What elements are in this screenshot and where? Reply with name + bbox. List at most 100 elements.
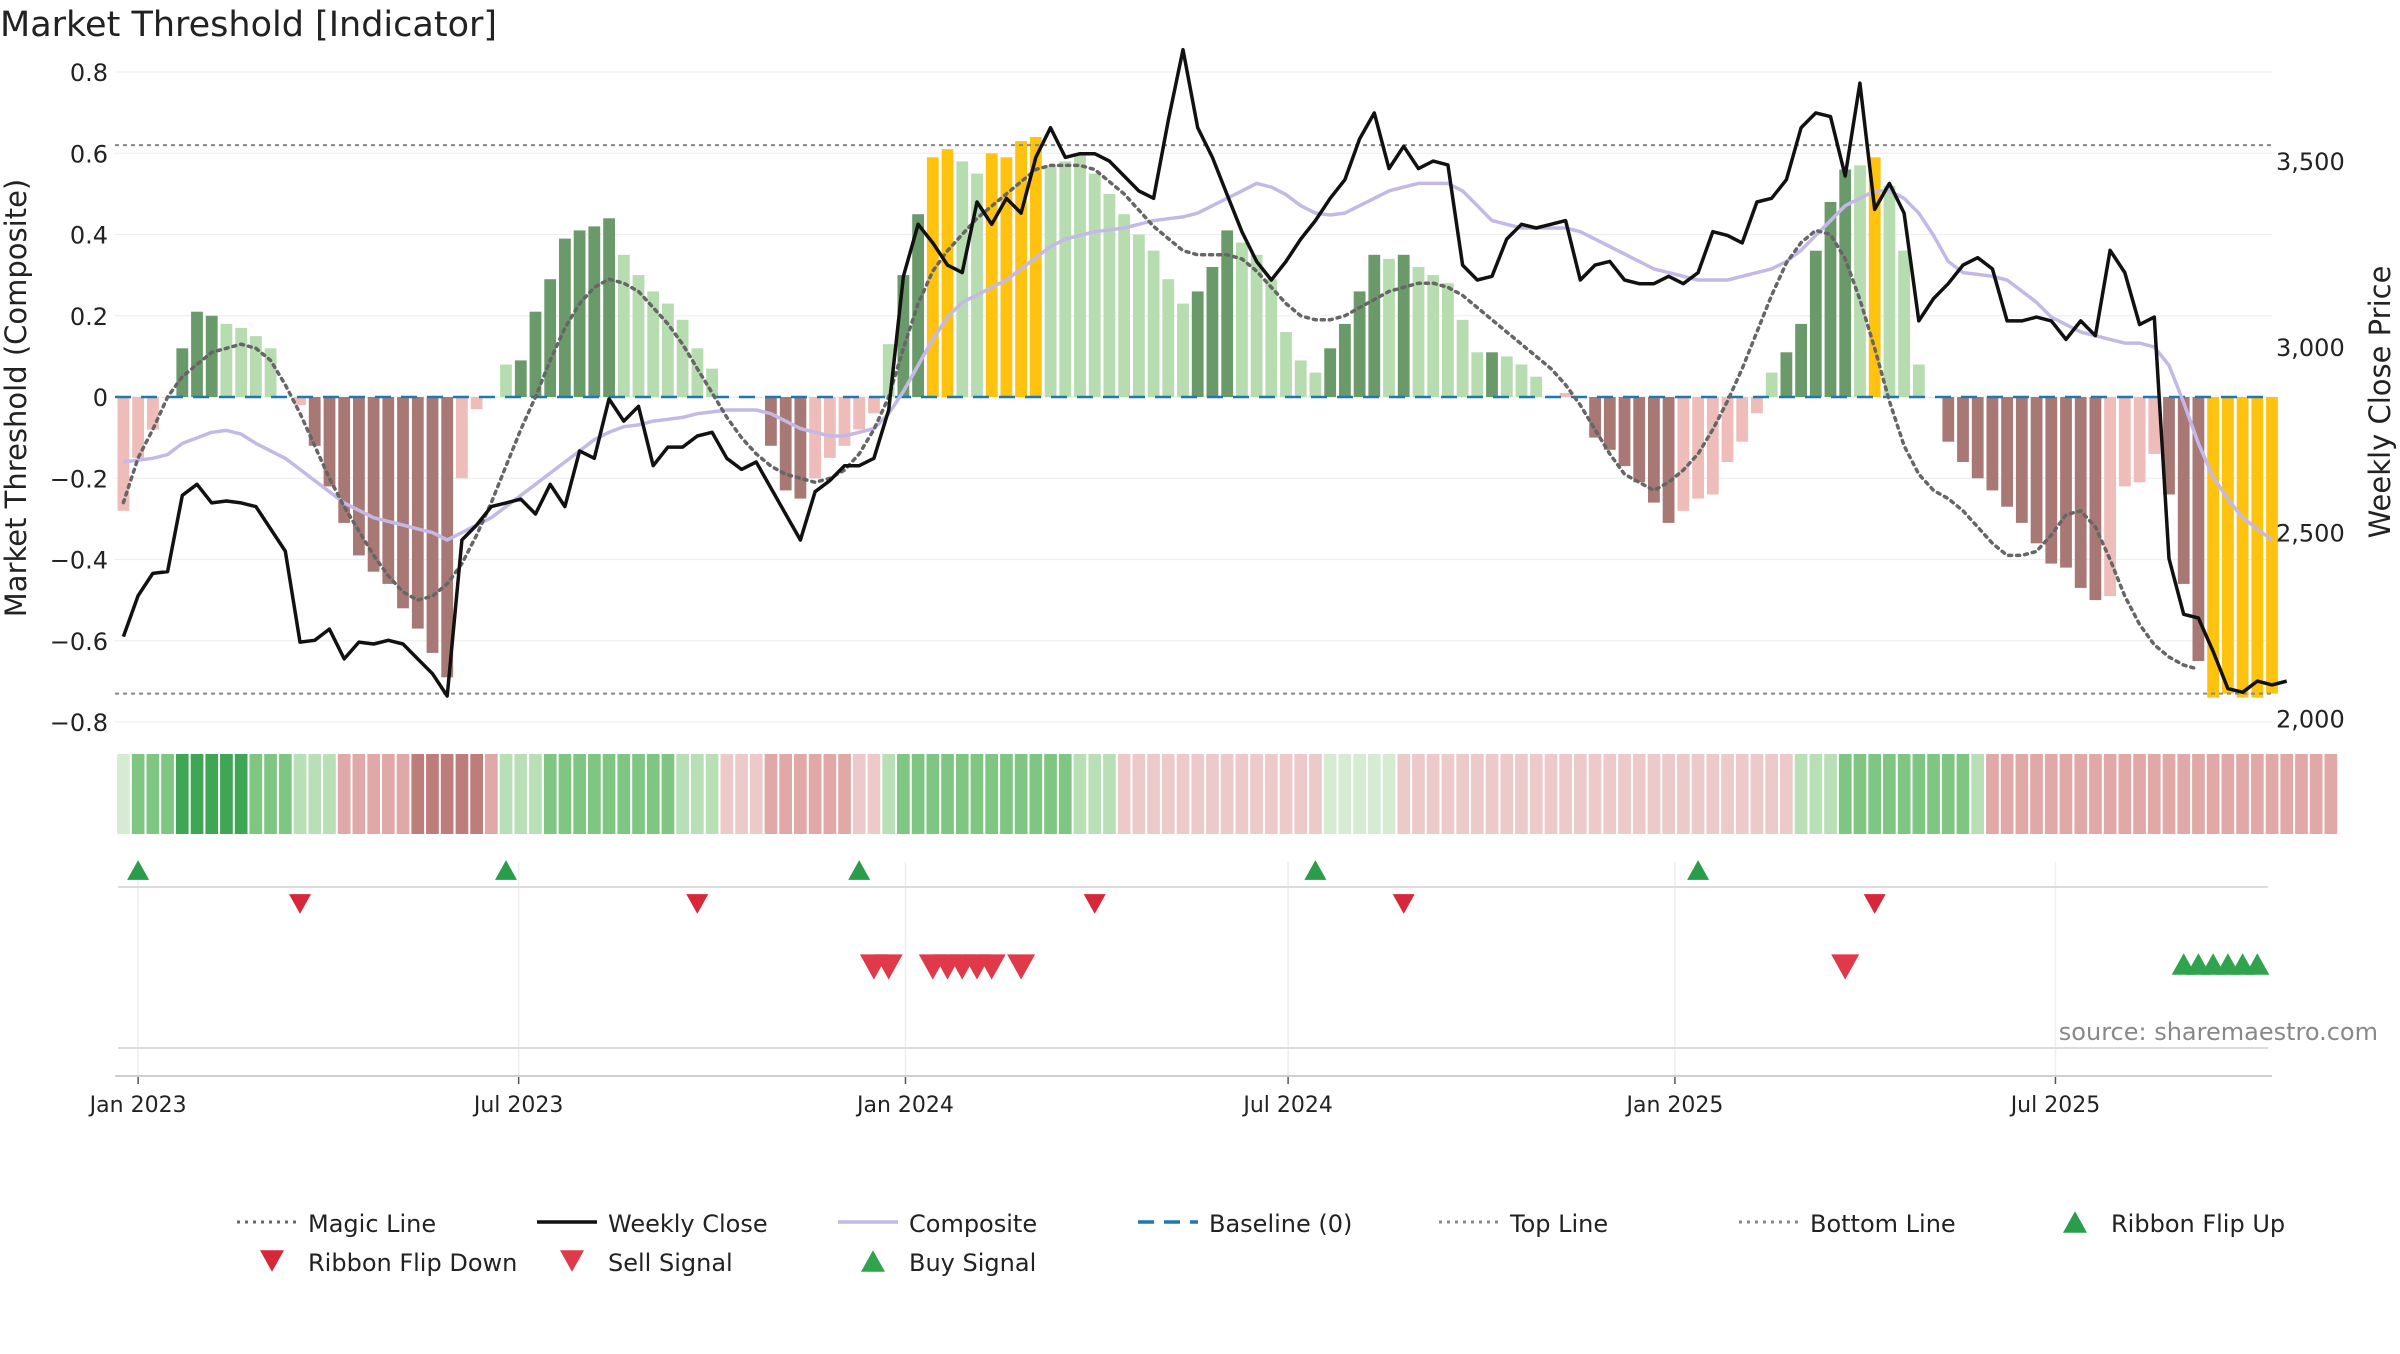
- composite-bar: [2089, 397, 2102, 601]
- ribbon-segment: [676, 754, 689, 834]
- x-tick-label: Jul 2023: [472, 1093, 564, 1118]
- ribbon-segment: [117, 754, 130, 834]
- composite-bar: [2177, 397, 2190, 584]
- ribbon-segment: [2133, 754, 2146, 834]
- legend: Magic Line Weekly Close Composite Baseline …: [237, 1210, 2285, 1277]
- ribbon-segment: [573, 754, 586, 834]
- ribbon-flip-up-marker: [848, 860, 871, 880]
- composite-bar: [662, 303, 674, 397]
- ribbon-segment: [1853, 754, 1867, 834]
- ribbon-segment: [1912, 754, 1926, 834]
- ribbon-segment: [279, 754, 292, 834]
- ribbon-segment: [2089, 754, 2102, 834]
- left-tick-label: 0.2: [70, 303, 108, 331]
- left-tick-label: −0.6: [50, 628, 108, 656]
- plot-lines: [115, 47, 2288, 698]
- ribbon-segment: [2206, 754, 2220, 834]
- legend-label: Composite: [909, 1210, 1037, 1238]
- right-axis-title: Weekly Close Price: [2363, 266, 2397, 539]
- composite-bar: [1103, 193, 1116, 397]
- ribbon-segment: [1323, 754, 1337, 834]
- composite-bar: [1221, 230, 1234, 397]
- composite-bar: [573, 230, 586, 397]
- composite-bar: [1133, 234, 1145, 397]
- ribbon-segment: [2059, 754, 2073, 834]
- composite-bar: [132, 397, 144, 458]
- ribbon-segment: [867, 754, 881, 834]
- composite-bar: [971, 173, 983, 397]
- right-tick-label: 3,000: [2276, 334, 2345, 362]
- composite-bar: [294, 397, 306, 406]
- ribbon-segment: [970, 754, 984, 834]
- composite-bar: [1427, 275, 1440, 397]
- ribbon-segment: [529, 754, 542, 834]
- ribbon-segment: [1426, 754, 1440, 834]
- ribbon-segment: [2147, 754, 2161, 834]
- composite-bar: [1957, 397, 1969, 462]
- ribbon-segment: [779, 754, 792, 834]
- ribbon-segment: [1471, 754, 1484, 834]
- ribbon-segment: [1559, 754, 1572, 834]
- legend-swatch-marker: [260, 1250, 284, 1272]
- ribbon-segment: [2118, 754, 2132, 834]
- left-tick-label: 0: [93, 384, 108, 412]
- ribbon-segment: [1603, 754, 1617, 834]
- right-tick-label: 2,500: [2276, 520, 2345, 548]
- source-text: source: sharemaestro.com: [2059, 1018, 2378, 1046]
- composite-bar: [1942, 397, 1955, 442]
- ribbon-segment: [1986, 754, 1999, 834]
- ribbon-flip-down-marker: [289, 894, 311, 914]
- composite-bar: [1088, 173, 1101, 397]
- ribbon-segment: [2162, 754, 2176, 834]
- legend-label: Magic Line: [308, 1210, 436, 1238]
- composite-bar: [1118, 214, 1130, 397]
- legend-label: Ribbon Flip Down: [308, 1249, 517, 1277]
- composite-bar: [794, 397, 807, 499]
- ribbon-segment: [2251, 754, 2264, 834]
- composite-bar: [2030, 397, 2043, 544]
- ribbon-segment: [2221, 754, 2235, 834]
- ribbon-segment: [1309, 754, 1322, 834]
- composite-bar: [1912, 364, 1925, 397]
- ribbon-segment: [1574, 754, 1587, 834]
- ribbon-segment: [749, 754, 763, 834]
- composite-bar: [1280, 332, 1292, 397]
- left-tick-label: 0.6: [70, 140, 108, 168]
- ribbon-segment: [1441, 754, 1455, 834]
- ribbon-segment: [897, 754, 910, 834]
- composite-bar: [191, 311, 203, 397]
- ribbon-segment: [1029, 754, 1043, 834]
- composite-bar: [1442, 283, 1454, 397]
- ribbon-segment: [558, 754, 572, 834]
- left-tick-label: −0.2: [50, 465, 108, 493]
- legend-label: Ribbon Flip Up: [2111, 1210, 2285, 1238]
- x-tick-label: Jan 2025: [1624, 1093, 1723, 1118]
- ribbon-segment: [1677, 754, 1690, 834]
- left-tick-label: 0.8: [70, 59, 108, 87]
- ribbon-segment: [308, 754, 322, 834]
- composite-bar: [882, 344, 895, 397]
- composite-bar: [235, 327, 248, 397]
- composite-bar: [1927, 397, 1940, 398]
- ribbon-segment: [2280, 754, 2294, 834]
- composite-bar: [1751, 397, 1763, 414]
- ribbon-segment: [1000, 754, 1013, 834]
- composite-bar: [603, 218, 615, 397]
- composite-bar: [544, 279, 557, 397]
- ribbon-segment: [1927, 754, 1940, 834]
- ribbon-segment: [720, 754, 734, 834]
- composite-bar: [926, 157, 939, 397]
- ribbon-flip-down-marker: [1863, 894, 1886, 914]
- composite-bar: [353, 397, 365, 556]
- composite-bar: [941, 149, 954, 397]
- right-tick-label: 2,000: [2276, 705, 2345, 733]
- ribbon-segment: [1073, 754, 1087, 834]
- right-tick-label: 3,500: [2276, 148, 2345, 176]
- composite-bar: [500, 364, 512, 397]
- composite-bar: [2045, 397, 2058, 564]
- composite-bar: [1339, 323, 1351, 397]
- composite-bar: [1044, 165, 1057, 397]
- ribbon-flip-down-marker: [686, 894, 709, 914]
- ribbon-segment: [955, 754, 969, 834]
- ribbon-segment: [205, 754, 219, 834]
